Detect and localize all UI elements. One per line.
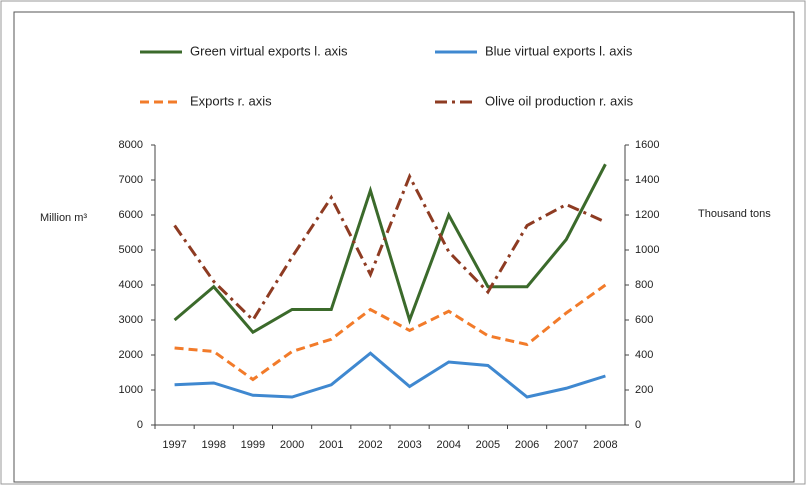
x-tick-label: 2001 xyxy=(319,439,343,451)
legend-label: Olive oil production r. axis xyxy=(485,93,634,108)
y2-tick-label: 1000 xyxy=(635,244,659,256)
y-tick-label: 3000 xyxy=(119,314,143,326)
x-tick-label: 2002 xyxy=(358,439,382,451)
series-line xyxy=(174,283,607,382)
x-tick-label: 2008 xyxy=(593,439,617,451)
x-tick-label: 1998 xyxy=(202,439,226,451)
y-tick-label: 8000 xyxy=(119,139,143,151)
x-tick-label: 1999 xyxy=(241,439,265,451)
y-tick-label: 7000 xyxy=(119,174,143,186)
y2-tick-label: 1600 xyxy=(635,139,659,151)
series-line xyxy=(174,351,606,399)
y-tick-label: 6000 xyxy=(119,209,143,221)
legend-label: Blue virtual exports l. axis xyxy=(485,43,633,58)
x-tick-label: 2004 xyxy=(437,439,461,451)
legend-label: Exports r. axis xyxy=(190,93,272,108)
inner-frame xyxy=(13,11,795,483)
y2-tick-label: 800 xyxy=(635,279,653,291)
y-tick-label: 0 xyxy=(137,419,143,431)
y2-tick-label: 1400 xyxy=(635,174,659,186)
y2-tick-label: 200 xyxy=(635,384,653,396)
y2-tick-label: 600 xyxy=(635,314,653,326)
x-tick-label: 2000 xyxy=(280,439,304,451)
y-tick-label: 2000 xyxy=(119,349,143,361)
series-line xyxy=(173,172,607,323)
y2-axis-label: Thousand tons xyxy=(698,208,771,220)
y-axis-label: Million m³ xyxy=(40,212,87,224)
x-tick-label: 2007 xyxy=(554,439,578,451)
y-tick-label: 1000 xyxy=(119,384,143,396)
y2-tick-label: 0 xyxy=(635,419,641,431)
y-tick-label: 4000 xyxy=(119,279,143,291)
legend-label: Green virtual exports l. axis xyxy=(190,43,348,58)
x-tick-label: 2005 xyxy=(476,439,500,451)
x-tick-label: 2006 xyxy=(515,439,539,451)
y2-tick-label: 400 xyxy=(635,349,653,361)
series-line xyxy=(173,163,607,335)
y2-tick-label: 1200 xyxy=(635,209,659,221)
x-tick-label: 2003 xyxy=(397,439,421,451)
y-tick-label: 5000 xyxy=(119,244,143,256)
x-tick-label: 1997 xyxy=(162,439,186,451)
